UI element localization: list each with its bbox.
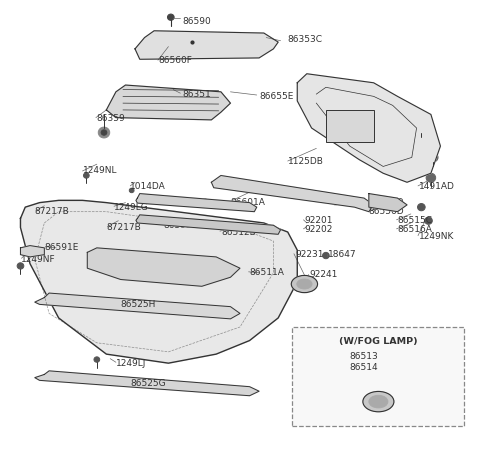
Circle shape xyxy=(274,187,283,196)
Circle shape xyxy=(168,14,174,20)
Ellipse shape xyxy=(363,391,394,412)
Text: (W/FOG LAMP): (W/FOG LAMP) xyxy=(339,337,418,346)
Ellipse shape xyxy=(369,395,388,408)
Polygon shape xyxy=(135,31,278,59)
Text: 86560F: 86560F xyxy=(159,56,193,65)
FancyBboxPatch shape xyxy=(326,110,373,142)
Polygon shape xyxy=(369,193,407,212)
FancyBboxPatch shape xyxy=(292,327,464,426)
Circle shape xyxy=(418,203,425,211)
Circle shape xyxy=(417,123,426,132)
Text: 87217B: 87217B xyxy=(107,223,141,232)
Text: 86351: 86351 xyxy=(183,90,212,99)
Polygon shape xyxy=(136,215,281,234)
Polygon shape xyxy=(107,85,230,120)
Circle shape xyxy=(129,188,134,192)
Circle shape xyxy=(184,34,201,50)
Text: 86513: 86513 xyxy=(350,352,378,361)
Circle shape xyxy=(155,91,182,116)
Polygon shape xyxy=(87,248,240,286)
Ellipse shape xyxy=(297,279,312,289)
Circle shape xyxy=(221,178,230,187)
Polygon shape xyxy=(35,371,259,396)
Text: 1014DA: 1014DA xyxy=(130,182,166,191)
Text: 1249NL: 1249NL xyxy=(83,167,117,176)
Text: 86655E: 86655E xyxy=(259,92,293,101)
Text: 92201: 92201 xyxy=(304,216,333,225)
Text: 86591E: 86591E xyxy=(44,243,79,253)
Text: 92231: 92231 xyxy=(295,250,324,259)
Circle shape xyxy=(17,263,24,269)
Text: 1249LJ: 1249LJ xyxy=(116,359,146,368)
Text: 86525G: 86525G xyxy=(130,379,166,388)
Text: 18647: 18647 xyxy=(328,250,357,259)
Text: 92202: 92202 xyxy=(304,225,333,234)
Circle shape xyxy=(426,173,436,182)
Text: 86512B: 86512B xyxy=(221,228,256,237)
Text: 1125DB: 1125DB xyxy=(288,157,324,167)
Polygon shape xyxy=(35,293,240,319)
Circle shape xyxy=(230,264,269,300)
Circle shape xyxy=(101,130,107,135)
Circle shape xyxy=(98,127,110,138)
Ellipse shape xyxy=(291,275,318,293)
Circle shape xyxy=(425,217,432,224)
Polygon shape xyxy=(21,200,297,363)
Text: 86353C: 86353C xyxy=(288,35,323,44)
Text: 86601A: 86601A xyxy=(230,198,265,207)
Polygon shape xyxy=(21,246,44,257)
Circle shape xyxy=(429,153,438,162)
Circle shape xyxy=(84,173,89,178)
Text: 86525H: 86525H xyxy=(120,300,156,309)
Text: 86514: 86514 xyxy=(350,363,378,372)
Text: 87217B: 87217B xyxy=(35,207,70,216)
Text: 1249NK: 1249NK xyxy=(419,232,455,241)
Text: 86555D: 86555D xyxy=(369,198,405,207)
Polygon shape xyxy=(136,193,257,212)
Circle shape xyxy=(331,196,340,205)
Text: 86511A: 86511A xyxy=(250,268,285,277)
Polygon shape xyxy=(297,74,441,182)
Text: 86590: 86590 xyxy=(183,17,212,26)
Text: 92241: 92241 xyxy=(309,270,337,279)
Text: 86359: 86359 xyxy=(97,115,126,123)
Circle shape xyxy=(114,208,118,213)
Polygon shape xyxy=(211,176,373,212)
Text: 1249NF: 1249NF xyxy=(21,255,55,263)
Text: 86516A: 86516A xyxy=(397,225,432,234)
Text: 1249LG: 1249LG xyxy=(114,202,148,212)
Text: 86556D: 86556D xyxy=(369,207,405,216)
Text: 86515C: 86515C xyxy=(397,216,432,225)
Circle shape xyxy=(94,357,100,362)
Text: 86593A: 86593A xyxy=(164,221,199,230)
Circle shape xyxy=(323,253,329,259)
Text: 86520B: 86520B xyxy=(173,198,208,207)
Text: 1491AD: 1491AD xyxy=(419,182,455,191)
